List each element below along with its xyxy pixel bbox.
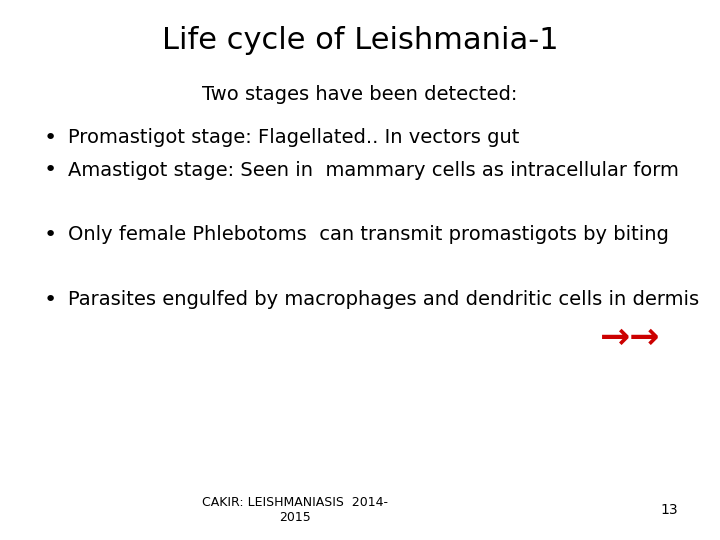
Text: •: • (44, 127, 57, 148)
Text: Promastigot stage: Flagellated.. In vectors gut: Promastigot stage: Flagellated.. In vect… (68, 128, 520, 147)
Text: Two stages have been detected:: Two stages have been detected: (202, 85, 518, 104)
Text: →→: →→ (600, 321, 660, 354)
Text: Life cycle of Leishmania-1: Life cycle of Leishmania-1 (162, 26, 558, 55)
Text: •: • (44, 225, 57, 245)
Text: 13: 13 (661, 503, 678, 517)
Text: •: • (44, 289, 57, 310)
Text: Amastigot stage: Seen in  mammary cells as intracellular form: Amastigot stage: Seen in mammary cells a… (68, 160, 679, 180)
Text: Parasites engulfed by macrophages and dendritic cells in dermis: Parasites engulfed by macrophages and de… (68, 290, 700, 309)
Text: •: • (44, 160, 57, 180)
Text: CAKIR: LEISHMANIASIS  2014-
2015: CAKIR: LEISHMANIASIS 2014- 2015 (202, 496, 388, 524)
Text: Only female Phlebotoms  can transmit promastigots by biting: Only female Phlebotoms can transmit prom… (68, 225, 670, 245)
